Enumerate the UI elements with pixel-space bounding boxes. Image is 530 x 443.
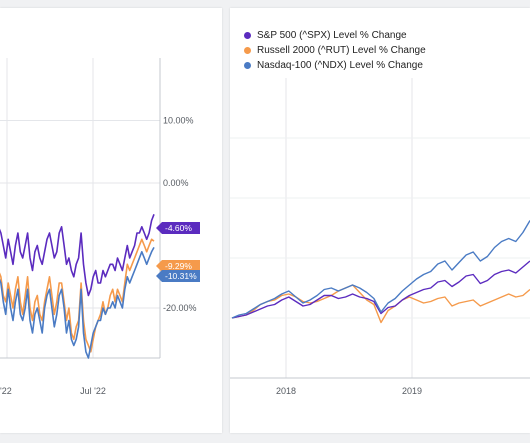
chart-legend: S&P 500 (^SPX) Level % Change Russell 20…: [244, 28, 426, 73]
end-value-label: -9.29%: [165, 261, 192, 271]
y-tick-label: 10.00%: [163, 116, 194, 126]
legend-label: Nasdaq-100 (^NDX) Level % Change: [257, 60, 423, 71]
legend-item[interactable]: Russell 2000 (^RUT) Level % Change: [244, 43, 426, 58]
series-line: [231, 260, 530, 319]
end-value-tag: [156, 260, 200, 272]
x-tick-label: 2019: [402, 386, 422, 396]
series-line: [231, 220, 530, 319]
y-tick-label: -20.00%: [163, 303, 197, 313]
end-value-label: -10.31%: [165, 271, 197, 281]
legend-item[interactable]: S&P 500 (^SPX) Level % Change: [244, 28, 426, 43]
x-tick-label: Jul '22: [80, 386, 106, 396]
x-tick-label: '22: [0, 386, 12, 396]
end-value-tag: [156, 270, 200, 282]
series-line: [0, 214, 155, 297]
right-chart-plot: 2018 2019: [230, 78, 530, 396]
series-line: [0, 247, 155, 359]
right-chart-panel: 2018 2019 S&P 500 (^SPX) Level % Change R…: [230, 8, 530, 433]
end-value-tag: [156, 222, 200, 234]
legend-swatch-ndx: [244, 62, 251, 69]
legend-label: Russell 2000 (^RUT) Level % Change: [257, 45, 426, 56]
legend-swatch-rut: [244, 47, 251, 54]
legend-item[interactable]: Nasdaq-100 (^NDX) Level % Change: [244, 58, 426, 73]
left-chart-panel: 10.00% 0.00% -20.00% '22 Jul '22 -4.60% -9.29%…: [0, 8, 222, 433]
y-tick-label: 0.00%: [163, 178, 189, 188]
legend-label: S&P 500 (^SPX) Level % Change: [257, 30, 407, 41]
end-value-label: -4.60%: [165, 223, 192, 233]
series-line: [0, 238, 155, 353]
left-chart-plot: 10.00% 0.00% -20.00% '22 Jul '22 -4.60% -9.29%…: [0, 58, 200, 396]
x-tick-label: 2018: [276, 386, 296, 396]
series-line: [231, 284, 530, 324]
legend-swatch-spx: [244, 32, 251, 39]
